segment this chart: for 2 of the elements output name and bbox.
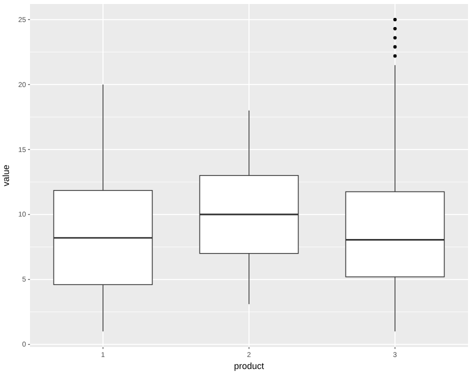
x-axis-title: product	[234, 361, 265, 371]
y-axis-title: value	[1, 164, 11, 186]
